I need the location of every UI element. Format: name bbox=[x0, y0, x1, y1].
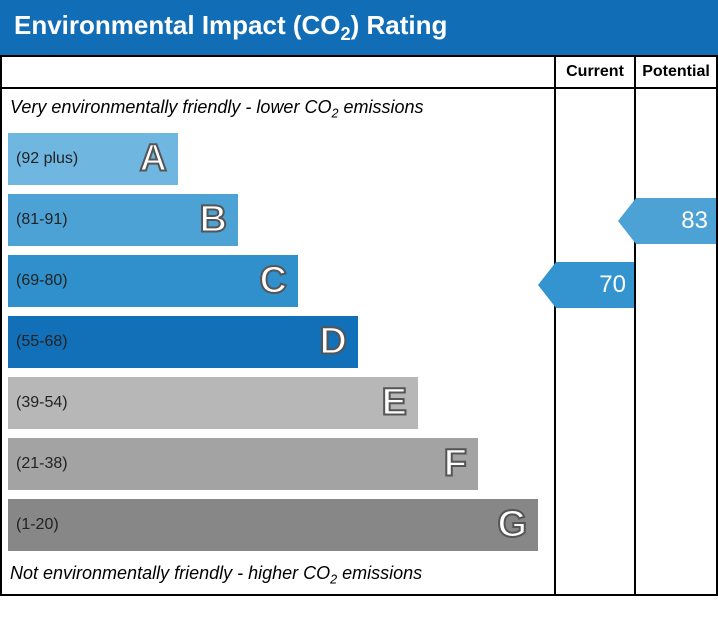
band-row-f: (21-38) F bbox=[2, 435, 554, 493]
column-potential: 83 bbox=[636, 89, 716, 594]
band-range-label: (92 plus) bbox=[8, 150, 78, 168]
band-range-label: (69-80) bbox=[8, 272, 68, 290]
band-letter: A bbox=[140, 137, 168, 180]
pointer-value: 83 bbox=[681, 207, 708, 235]
header-current: Current bbox=[556, 55, 636, 89]
title-bar: Environmental Impact (CO2) Rating bbox=[0, 0, 718, 55]
pointer-value: 70 bbox=[599, 271, 626, 299]
band-range-label: (55-68) bbox=[8, 333, 68, 351]
band-range-label: (21-38) bbox=[8, 455, 68, 473]
band-range-label: (81-91) bbox=[8, 211, 68, 229]
band-b: (81-91) B bbox=[8, 194, 238, 246]
band-letter: E bbox=[382, 381, 408, 424]
header-blank bbox=[2, 55, 556, 89]
band-letter: G bbox=[497, 503, 528, 546]
band-a: (92 plus) A bbox=[8, 133, 178, 185]
band-row-e: (39-54) E bbox=[2, 374, 554, 432]
band-g: (1-20) G bbox=[8, 499, 538, 551]
band-c: (69-80) C bbox=[8, 255, 298, 307]
band-row-a: (92 plus) A bbox=[2, 130, 554, 188]
band-letter: B bbox=[200, 198, 228, 241]
band-row-g: (1-20) G bbox=[2, 496, 554, 554]
band-f: (21-38) F bbox=[8, 438, 478, 490]
pointer-potential: 83 bbox=[636, 198, 716, 244]
band-row-c: (69-80) C bbox=[2, 252, 554, 310]
page-title: Environmental Impact (CO2) Rating bbox=[14, 10, 447, 40]
bands-host: (92 plus) A (81-91) B (69-80) C (55-68) D (39-54… bbox=[2, 130, 554, 554]
caption-bottom: Not environmentally friendly - higher CO… bbox=[2, 557, 554, 589]
band-row-b: (81-91) B bbox=[2, 191, 554, 249]
band-range-label: (1-20) bbox=[8, 516, 59, 534]
band-range-label: (39-54) bbox=[8, 394, 68, 412]
band-d: (55-68) D bbox=[8, 316, 358, 368]
band-row-d: (55-68) D bbox=[2, 313, 554, 371]
header-potential: Potential bbox=[636, 55, 716, 89]
column-current: 70 bbox=[556, 89, 636, 594]
caption-top: Very environmentally friendly - lower CO… bbox=[2, 95, 554, 127]
bands-column: Very environmentally friendly - lower CO… bbox=[2, 89, 556, 594]
band-letter: F bbox=[444, 442, 468, 485]
pointer-current: 70 bbox=[556, 262, 634, 308]
band-letter: D bbox=[320, 320, 348, 363]
rating-table: Current Potential Very environmentally f… bbox=[0, 55, 718, 596]
band-e: (39-54) E bbox=[8, 377, 418, 429]
band-letter: C bbox=[260, 259, 288, 302]
